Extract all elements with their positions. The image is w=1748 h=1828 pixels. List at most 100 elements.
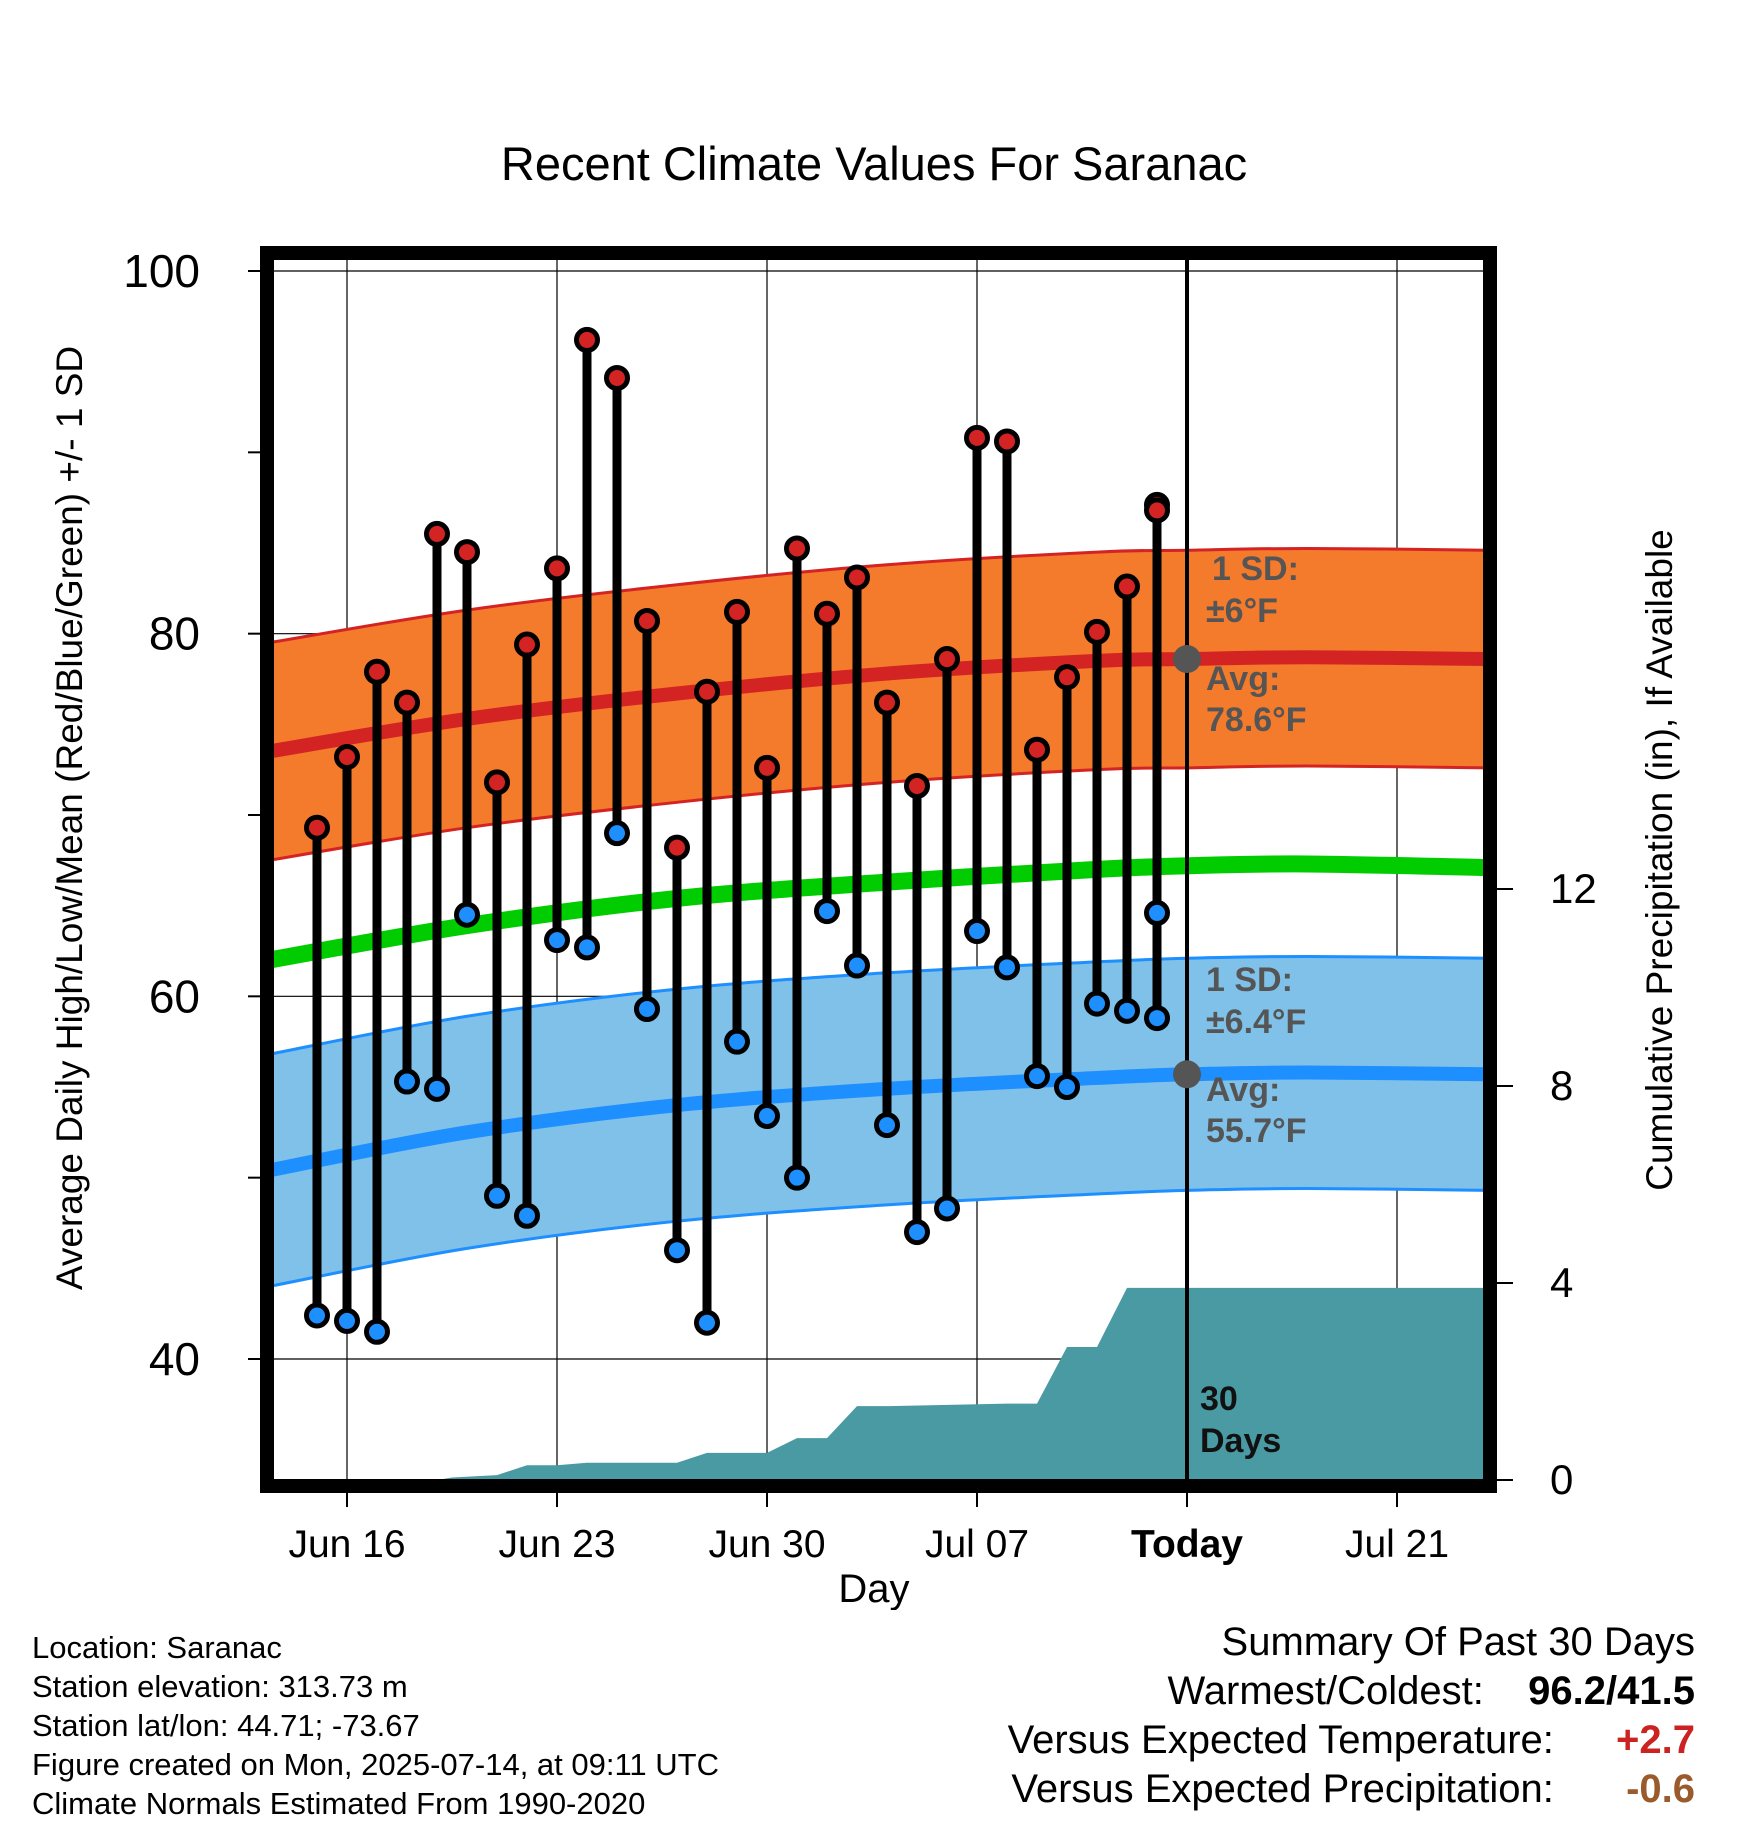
y2-tick-label: 12 [1550,865,1597,912]
daily-bar [364,658,390,1345]
daily-bar [634,607,660,1023]
low-band-upper-edge [269,954,1488,1056]
plot-frame [260,246,1497,1493]
daily-bar [1084,618,1110,1017]
daily-bar [1024,736,1050,1090]
daily-low-point [904,1219,930,1246]
daily-low-point [784,1164,810,1191]
summary-temp-row: Versus Expected Temperature: +2.7 [1008,1716,1695,1765]
info-elevation: Station elevation: 313.73 m [32,1669,408,1704]
summary-warm-cold-label: Warmest/Coldest: [1167,1669,1484,1713]
y2-tick-label: 8 [1550,1062,1573,1109]
daily-bar [934,646,960,1222]
daily-bar [844,564,870,979]
daily-high-point [574,326,600,353]
summary-precip-label: Versus Expected Precipitation: [1011,1767,1554,1811]
daily-high-point [784,535,810,562]
info-location: Location: Saranac [32,1630,282,1665]
summary-warm-cold-value: 96.2/41.5 [1528,1669,1695,1713]
daily-bar [754,754,780,1130]
chart-title: Recent Climate Values For Saranac [501,137,1247,190]
y-tick-label: 60 [149,970,200,1022]
summary-temp-label: Versus Expected Temperature: [1007,1718,1554,1762]
daily-high-point [514,631,540,658]
summary-panel: Summary Of Past 30 Days Warmest/Coldest:… [1008,1618,1695,1814]
daily-low-point [934,1195,960,1222]
daily-bar [454,539,480,928]
summary-precip-row: Versus Expected Precipitation: -0.6 [1008,1765,1695,1814]
daily-bar [424,520,450,1102]
x-axis-label: Day [838,1567,909,1610]
summary-temp-value: +2.7 [1616,1718,1695,1762]
daily-low-point [664,1237,690,1264]
climate-chart: Recent Climate Values For Saranac 1 SD: ±… [49,137,1680,1610]
high-avg-value: 78.6°F [1206,701,1307,739]
daily-bar [874,689,900,1139]
daily-low-point [1144,899,1170,926]
daily-bar [334,743,360,1334]
daily-bar [964,424,990,945]
daily-high-point [1024,736,1050,763]
y2-axis-label: Cumulative Precipitation (in), If Availa… [1639,529,1680,1191]
daily-bar [904,772,930,1246]
days-label-1: 30 [1200,1380,1238,1418]
today-low-avg-marker [1173,1060,1201,1089]
daily-high-point [424,520,450,547]
daily-high-point [454,539,480,566]
daily-high-point [364,658,390,685]
summary-precip-value: -0.6 [1626,1767,1695,1811]
daily-bar [514,631,540,1229]
daily-low-point [1144,1005,1170,1032]
x-tick-label: Jul 07 [925,1523,1029,1566]
y-axis-label: Average Daily High/Low/Mean (Red/Blue/Gr… [49,346,90,1290]
daily-low-point [334,1307,360,1334]
info-normals: Climate Normals Estimated From 1990-2020 [32,1786,646,1821]
daily-low-point [1024,1063,1050,1090]
daily-high-point [1054,664,1080,691]
daily-bar [1114,573,1140,1024]
low-sd-label: 1 SD: [1206,961,1293,999]
daily-high-point [1084,618,1110,645]
daily-bar [544,555,570,954]
daily-low-point [394,1068,420,1095]
daily-high-point [604,364,630,391]
daily-low-point [304,1302,330,1329]
daily-low-point [874,1112,900,1139]
daily-bar [304,814,330,1329]
y-tick-label: 100 [123,245,200,297]
low-avg-label: Avg: [1206,1071,1280,1109]
daily-low-point [694,1309,720,1336]
daily-high-point [1144,497,1170,524]
normal-mean-line [269,855,1488,969]
daily-high-point [964,424,990,451]
daily-high-point [814,600,840,627]
daily-high-point [934,646,960,673]
daily-bar [574,326,600,961]
info-created: Figure created on Mon, 2025-07-14, at 09… [32,1747,719,1782]
daily-low-point [994,954,1020,981]
daily-low-point [634,996,660,1023]
daily-low-point [844,952,870,979]
daily-low-point [454,901,480,928]
daily-low-point [364,1318,390,1345]
summary-warm-cold-row: Warmest/Coldest: 96.2/41.5 [1008,1667,1696,1716]
low-band-lower-edge [269,1187,1488,1288]
low-sd-value: ±6.4°F [1206,1003,1306,1041]
daily-high-point [484,769,510,796]
x-tick-label: Jun 30 [708,1523,825,1566]
daily-low-point [574,934,600,961]
daily-bar [784,535,810,1191]
daily-low-point [544,927,570,954]
daily-low-point [964,918,990,945]
daily-bar [1054,664,1080,1100]
daily-low-point [1054,1074,1080,1100]
daily-bar [1144,497,1170,926]
daily-low-point [424,1075,450,1102]
daily-high-point [844,564,870,591]
daily-high-point [664,834,690,861]
low-avg-line [269,1065,1488,1178]
daily-high-point [994,428,1020,455]
daily-low-point [1084,990,1110,1017]
today-high-avg-marker [1173,645,1201,674]
